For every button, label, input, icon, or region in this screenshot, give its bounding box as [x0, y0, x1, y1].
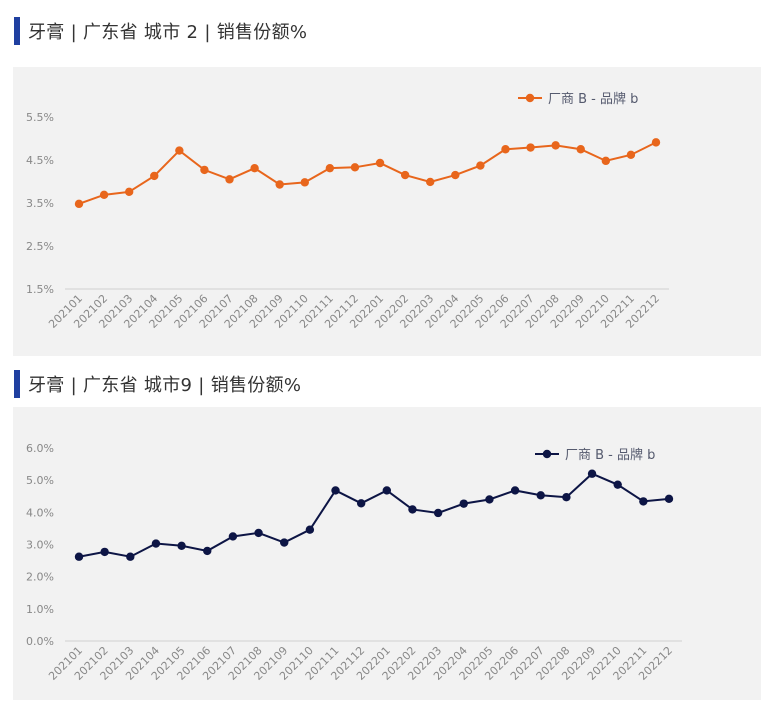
chart-2-title: 牙膏 | 广东省 城市9 | 销售份额%: [28, 375, 302, 396]
title-accent-bar: [14, 370, 20, 398]
data-point: [280, 538, 289, 547]
chart-2-header: 牙膏 | 广东省 城市9 | 销售份额%: [14, 370, 301, 398]
data-point: [300, 178, 309, 187]
y-tick-label: 1.0%: [26, 603, 54, 616]
data-point: [639, 497, 648, 506]
data-point: [225, 175, 234, 184]
y-tick-label: 1.5%: [26, 283, 54, 296]
data-point: [331, 486, 340, 495]
data-point: [587, 469, 597, 478]
data-point: [426, 177, 435, 187]
data-point: [74, 199, 84, 209]
data-point: [501, 145, 510, 154]
series-line: [78, 141, 657, 205]
data-point: [203, 546, 212, 556]
data-point: [613, 480, 622, 489]
data-point: [626, 150, 636, 160]
data-point: [601, 156, 611, 166]
data-point: [254, 528, 263, 538]
y-tick-label: 2.5%: [26, 240, 54, 253]
data-point: [459, 499, 468, 508]
chart-1-panel: 5.5% 4.5% 3.5% 2.5% 1.5% 202101 202102 202103 20…: [13, 67, 761, 356]
y-tick-label: 3.5%: [26, 197, 54, 210]
data-point: [74, 552, 84, 561]
data-point: [100, 547, 109, 557]
data-point: [175, 146, 184, 155]
legend-marker: [525, 93, 535, 103]
chart-2-panel: 6.0% 5.0% 4.0% 3.0% 2.0% 1.0% 0.0% 202101 202102…: [13, 407, 761, 700]
data-point: [350, 163, 360, 172]
data-point: [536, 491, 545, 500]
data-point: [526, 143, 535, 152]
y-tick-label: 0.0%: [26, 635, 54, 648]
y-tick-label: 4.0%: [26, 506, 54, 519]
data-point: [275, 180, 284, 189]
data-point: [250, 163, 259, 173]
y-tick-label: 5.0%: [26, 474, 54, 487]
data-point: [99, 190, 109, 200]
data-point: [305, 525, 315, 534]
legend-label: 厂商 B - 品牌 b: [565, 447, 655, 463]
data-point: [664, 494, 674, 504]
data-point: [476, 161, 485, 170]
data-point: [200, 165, 209, 175]
y-tick-label: 6.0%: [26, 442, 54, 455]
y-tick-label: 2.0%: [26, 571, 54, 584]
data-point: [651, 138, 661, 147]
data-point: [400, 170, 410, 180]
y-tick-label: 5.5%: [26, 111, 54, 124]
title-accent-bar: [14, 17, 20, 45]
data-point: [562, 493, 571, 502]
data-point: [356, 499, 366, 508]
data-point: [408, 505, 417, 514]
legend-marker: [542, 449, 552, 459]
data-point: [433, 508, 443, 518]
chart-1-title: 牙膏 | 广东省 城市 2 | 销售份额%: [28, 22, 308, 43]
data-point: [325, 163, 335, 173]
y-tick-label: 4.5%: [26, 154, 54, 167]
data-point: [124, 187, 134, 197]
chart-1-svg: 5.5%4.5%3.5%2.5%1.5%20210120210220210320…: [26, 91, 669, 331]
data-point: [551, 141, 560, 150]
data-point: [510, 486, 520, 495]
data-point: [126, 552, 135, 561]
chart-2-svg: 6.0%5.0%4.0%3.0%2.0%1.0%0.0%202101202102…: [26, 442, 682, 683]
data-point: [177, 541, 186, 550]
chart-1-header: 牙膏 | 广东省 城市 2 | 销售份额%: [14, 17, 307, 45]
data-point: [382, 486, 392, 495]
data-point: [228, 532, 238, 541]
data-point: [150, 171, 159, 181]
data-point: [151, 539, 161, 548]
data-point: [576, 145, 585, 154]
series-line: [78, 472, 670, 558]
legend-label: 厂商 B - 品牌 b: [548, 91, 638, 107]
data-point: [375, 158, 385, 168]
data-point: [485, 495, 494, 504]
data-point: [451, 170, 460, 180]
y-tick-label: 3.0%: [26, 539, 54, 552]
